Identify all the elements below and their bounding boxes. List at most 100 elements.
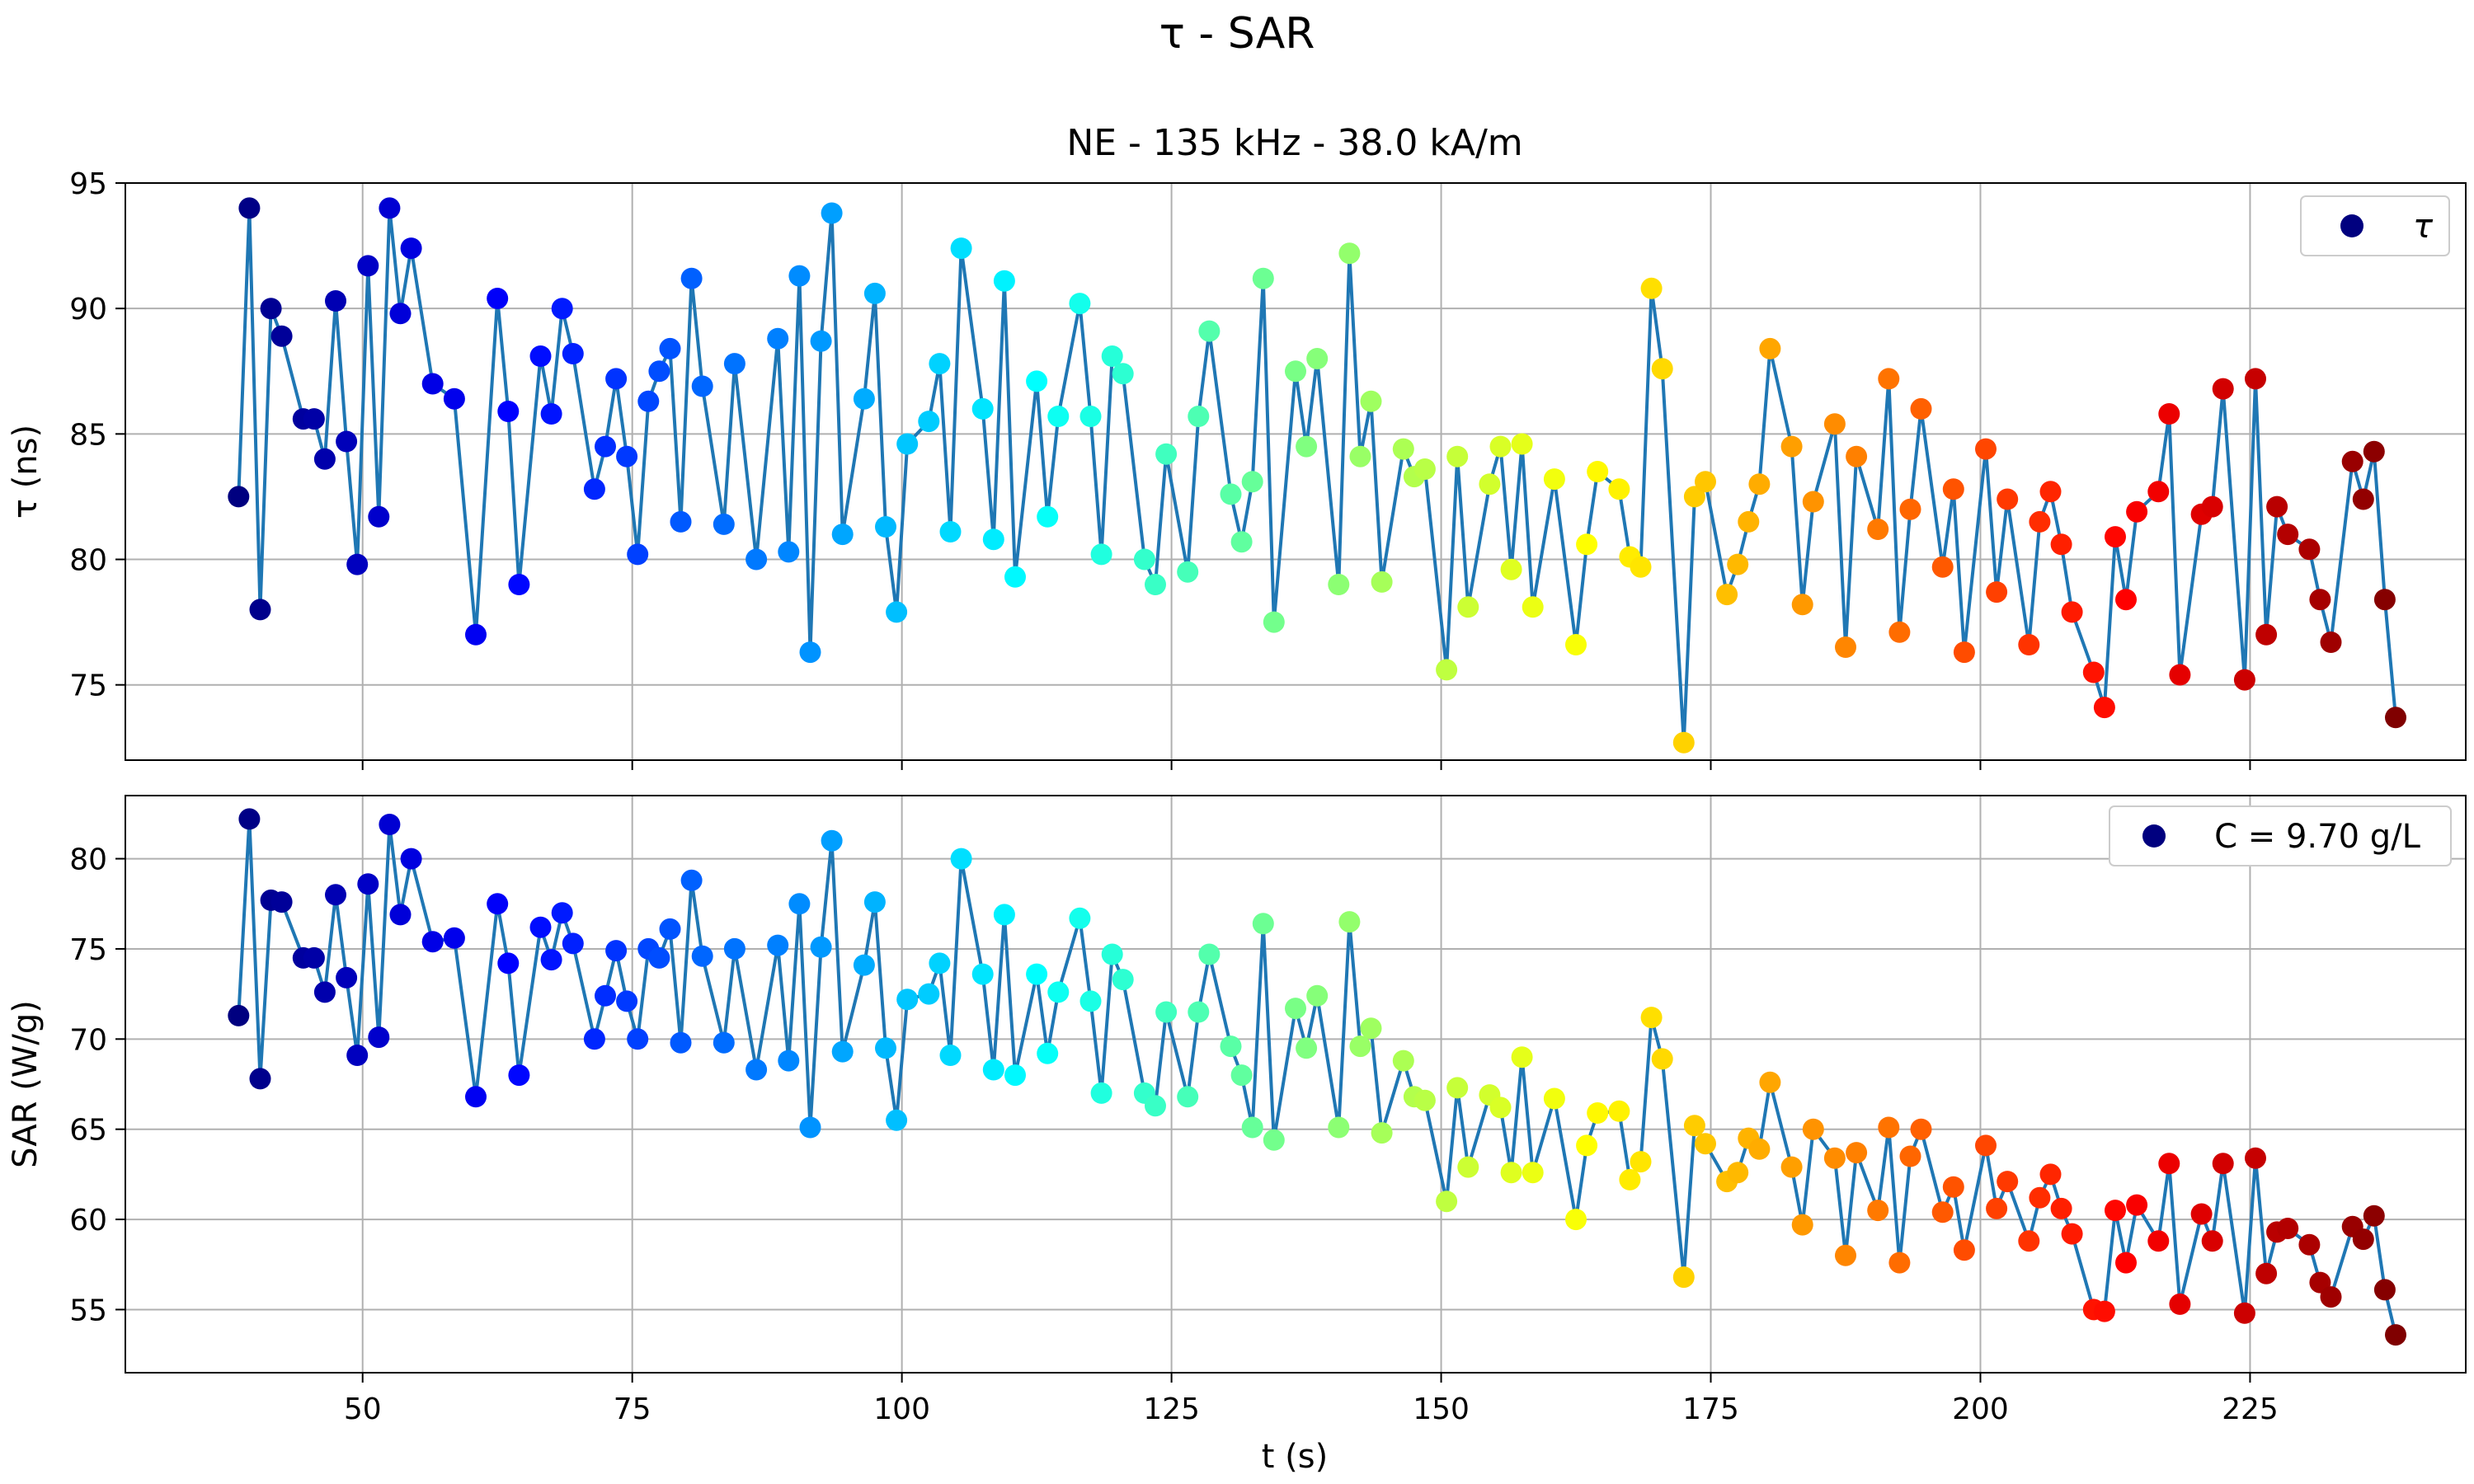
sar-data-point (1683, 1115, 1705, 1137)
sar-data-point (1489, 1097, 1512, 1119)
tau-data-point (2018, 634, 2040, 655)
tau-data-point (982, 528, 1004, 551)
sar-data-point (1457, 1156, 1479, 1178)
tau-data-point (2158, 403, 2180, 425)
sar-data-point (2105, 1200, 2126, 1222)
sar-data-point (1608, 1100, 1630, 1122)
tau-data-point (1543, 468, 1565, 491)
sar-data-point (1802, 1118, 1824, 1140)
sar-data-point (616, 990, 638, 1012)
tau-data-point (1079, 406, 1102, 427)
tau-data-point (562, 343, 584, 364)
sar-data-point (1241, 1116, 1263, 1139)
sar-data-point (2115, 1252, 2137, 1274)
tau-data-point (950, 237, 972, 260)
tau-data-point (1953, 641, 1975, 664)
tau-data-point (1975, 438, 1997, 460)
sar-data-point (982, 1059, 1004, 1081)
tau-data-point (1026, 370, 1048, 392)
sar-data-point (1360, 1017, 1382, 1040)
tau-data-point (1479, 473, 1501, 495)
tau-series-points (228, 197, 2406, 754)
tau-data-point (1867, 519, 1889, 540)
tau-data-point (1759, 337, 1781, 359)
sar-data-point (1198, 943, 1221, 965)
tau-data-point (1198, 320, 1221, 342)
sar-data-point (1338, 911, 1361, 933)
sar-data-point (1619, 1168, 1641, 1190)
sar-data-point (1392, 1050, 1414, 1072)
sar-x-tick-label: 175 (1682, 1392, 1739, 1426)
sar-data-point (2201, 1230, 2223, 1252)
sar-y-tick-label: 65 (69, 1114, 107, 1148)
sar-data-point (368, 1026, 390, 1049)
sar-data-point (1630, 1151, 1652, 1173)
tau-data-point (1511, 433, 1533, 455)
sar-data-point (497, 952, 520, 974)
tau-data-point (2320, 632, 2342, 653)
sar-data-point (1522, 1162, 1544, 1184)
sar-data-point (886, 1109, 908, 1131)
sar-data-point (2018, 1230, 2040, 1252)
tau-data-point (680, 267, 703, 289)
tau-data-point (1371, 571, 1393, 593)
tau-data-point (691, 375, 713, 397)
tau-y-tick-label: 85 (69, 418, 107, 452)
tau-data-point (2233, 669, 2255, 691)
sar-data-point (1371, 1122, 1393, 1144)
tau-data-point (1846, 445, 1868, 467)
tau-data-point (1047, 406, 1070, 427)
tau-data-point (325, 290, 346, 312)
sar-data-point (1252, 913, 1274, 935)
figure-suptitle: τ - SAR (1159, 9, 1315, 59)
tau-data-point (875, 516, 896, 538)
sar-ticks: 50 75 100 125 150 175 200 225 55 60 65 70 75 80 (69, 843, 2279, 1426)
sar-data-point (1672, 1266, 1695, 1289)
tau-data-point (1565, 634, 1587, 655)
sar-data-point (379, 814, 401, 835)
tau-data-point (1188, 406, 1210, 427)
tau-data-point (346, 553, 369, 575)
tau-data-point (1392, 438, 1414, 460)
sar-data-point (2320, 1286, 2342, 1308)
sar-data-point (583, 1028, 605, 1050)
sar-data-point (2363, 1205, 2385, 1227)
tau-data-point (1500, 558, 1522, 580)
sar-data-point (1413, 1089, 1436, 1111)
tau-data-point (1133, 548, 1155, 571)
tau-data-point (723, 353, 745, 375)
tau-data-point (1780, 435, 1803, 458)
tau-data-point (421, 373, 444, 395)
tau-data-point (1252, 267, 1274, 289)
x-axis-label: t (s) (1262, 1438, 1328, 1476)
tau-data-point (270, 325, 293, 347)
sar-data-point (249, 1068, 271, 1090)
sar-data-point (1953, 1239, 1975, 1261)
sar-data-point (713, 1031, 735, 1054)
sar-data-point (831, 1040, 854, 1063)
tau-data-point (443, 387, 465, 410)
tau-data-point (929, 353, 951, 375)
tau-data-point (1037, 505, 1059, 528)
tau-panel: 75 80 85 90 95 τ (ns) τ (7, 167, 2467, 770)
sar-data-point (540, 949, 562, 971)
sar-data-point (487, 893, 509, 915)
tau-data-point (616, 445, 638, 467)
sar-data-point (336, 966, 358, 989)
sar-data-point (1986, 1197, 2008, 1219)
tau-data-point (648, 360, 670, 383)
sar-x-tick-label: 50 (344, 1392, 382, 1426)
tau-y-axis-label: τ (ns) (7, 425, 45, 519)
sar-data-point (670, 1031, 692, 1054)
sar-data-point (778, 1050, 800, 1072)
tau-data-point (1413, 458, 1436, 480)
sar-data-point (896, 989, 919, 1011)
tau-data-point (993, 270, 1015, 292)
sar-data-point (950, 848, 972, 870)
sar-data-point (1263, 1129, 1285, 1151)
sar-data-point (508, 1064, 530, 1087)
tau-data-point (357, 255, 379, 277)
sar-data-point (1145, 1095, 1166, 1117)
tau-data-point (1888, 621, 1911, 643)
